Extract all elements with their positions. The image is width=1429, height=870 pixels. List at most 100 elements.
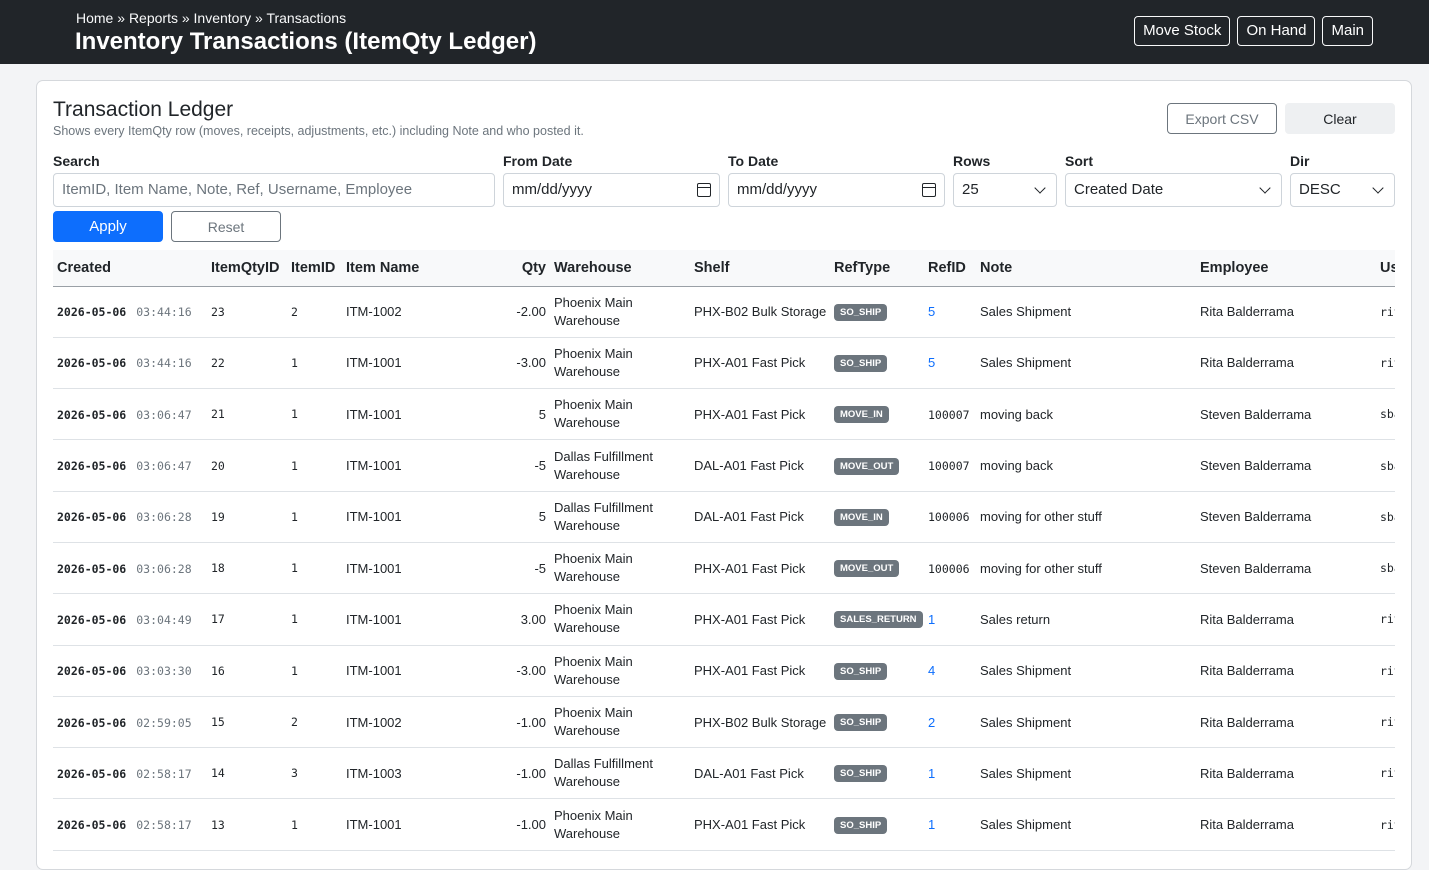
cell-username: ritab [1380, 304, 1395, 319]
cell-qty: 3.00 [520, 611, 546, 627]
table-row[interactable]: 2026-05-06 02:59:05 15 2 ITM-1002 -1.00 Phoeni… [53, 696, 1395, 748]
chevron-down-icon [1372, 182, 1384, 194]
table-row[interactable]: 2026-05-06 03:03:30 16 1 ITM-1001 -3.00 Phoeni… [53, 645, 1395, 697]
table-row[interactable]: 2026-05-06 03:44:16 22 1 ITM-1001 -3.00 Phoeni… [53, 337, 1395, 389]
breadcrumb-separator: » [251, 10, 267, 26]
col-header-refid[interactable]: RefID [924, 250, 976, 287]
breadcrumb-inventory[interactable]: Inventory [193, 10, 252, 26]
cell-employee: Steven Balderrama [1200, 458, 1312, 474]
refid-link[interactable]: 1 [928, 765, 936, 781]
cell-qty: -1.00 [516, 817, 546, 833]
cell-shelf: DAL-A01 Fast Pick [694, 765, 804, 781]
cell-created: 2026-05-06 03:44:16 [53, 337, 207, 388]
cell-refid: 1 [924, 748, 976, 799]
calendar-icon[interactable] [922, 183, 936, 197]
ledger-table-container[interactable]: Created ItemQtyID ItemID Item Name Qty W… [53, 250, 1395, 869]
cell-shelf: PHX-A01 Fast Pick [694, 817, 806, 833]
dir-select[interactable]: DESC [1290, 173, 1395, 207]
table-row[interactable]: 2026-05-06 03:06:28 19 1 ITM-1001 5 Dallas Ful… [53, 491, 1395, 543]
cell-employee: Rita Balderrama [1200, 611, 1294, 627]
table-row[interactable]: 2026-05-06 03:06:47 21 1 ITM-1001 5 Phoenix Ma… [53, 389, 1395, 440]
cell-note: moving back [980, 406, 1053, 422]
cell-refid: 4 [924, 645, 976, 696]
rows-label: Rows [953, 153, 991, 169]
apply-button[interactable]: Apply [53, 211, 163, 242]
table-row[interactable]: 2026-05-06 03:06:47 20 1 ITM-1001 -5 Dallas Fu… [53, 440, 1395, 492]
cell-itemqtyid: 16 [211, 663, 225, 678]
cell-itemid: 1 [291, 458, 298, 473]
col-header-created[interactable]: Created [53, 250, 207, 287]
created-time: 03:06:28 [136, 561, 192, 576]
cell-employee: Rita Balderrama [1200, 304, 1294, 320]
col-header-warehouse[interactable]: Warehouse [550, 250, 690, 287]
calendar-icon[interactable] [697, 183, 711, 197]
col-header-shelf[interactable]: Shelf [690, 250, 830, 287]
table-row[interactable]: 2026-05-06 02:58:17 13 1 ITM-1001 -1.00 Phoeni… [53, 799, 1395, 851]
cell-warehouse: Phoenix Main Warehouse [554, 345, 633, 379]
table-row[interactable]: 2026-05-06 03:06:28 18 1 ITM-1001 -5 Phoenix M… [53, 542, 1395, 594]
cell-warehouse: Dallas Fulfillment Warehouse [554, 756, 653, 790]
breadcrumb-home[interactable]: Home [76, 10, 114, 26]
table-row[interactable]: 2026-05-06 03:44:16 23 2 ITM-1002 -2.00 Phoeni… [53, 286, 1395, 338]
created-date: 2026-05-06 [57, 510, 127, 525]
rows-select[interactable]: 25 [953, 173, 1057, 207]
refid-link[interactable]: 5 [928, 304, 936, 320]
table-row[interactable]: 2026-05-06 02:58:17 14 3 ITM-1003 -1.00 Dallas… [53, 748, 1395, 799]
col-header-username[interactable]: Username [1376, 250, 1395, 287]
col-header-item-name[interactable]: Item Name [342, 250, 492, 287]
export-csv-button[interactable]: Export CSV [1167, 103, 1277, 134]
main-button[interactable]: Main [1322, 16, 1373, 46]
cell-qty: 5 [538, 406, 546, 422]
refid-link[interactable]: 2 [928, 714, 936, 730]
cell-itemqtyid: 14 [211, 766, 225, 781]
cell-itemqtyid: 13 [211, 817, 225, 832]
cell-itemid: 2 [291, 304, 298, 319]
search-input[interactable]: ItemID, Item Name, Note, Ref, Username, … [53, 173, 495, 207]
cell-warehouse: Phoenix Main Warehouse [554, 653, 633, 687]
chevron-down-icon [1259, 182, 1271, 194]
move-stock-button[interactable]: Move Stock [1134, 16, 1231, 46]
reftype-badge: SO_SHIP [834, 714, 888, 732]
from-date-input[interactable]: mm/dd/yyyy [503, 173, 720, 207]
cell-reftype: MOVE_IN [830, 491, 924, 542]
breadcrumb: Home » Reports » Inventory » Transaction… [76, 10, 346, 26]
col-header-itemqtyid[interactable]: ItemQtyID [207, 250, 287, 287]
cell-qty: -3.00 [516, 663, 546, 679]
to-date-input[interactable]: mm/dd/yyyy [728, 173, 945, 207]
created-time: 03:04:49 [136, 612, 192, 627]
reftype-badge: SO_SHIP [834, 765, 888, 783]
refid-link[interactable]: 5 [928, 355, 936, 371]
clear-button[interactable]: Clear [1285, 103, 1395, 134]
col-header-note[interactable]: Note [976, 250, 1196, 287]
refid-link[interactable]: 4 [928, 663, 936, 679]
cell-username: ritab [1380, 663, 1395, 678]
cell-shelf: PHX-A01 Fast Pick [694, 611, 806, 627]
cell-employee: Rita Balderrama [1200, 355, 1294, 371]
cell-reftype: SO_SHIP [830, 645, 924, 696]
col-header-qty[interactable]: Qty [492, 250, 550, 287]
col-header-itemid[interactable]: ItemID [287, 250, 342, 287]
refid-link[interactable]: 1 [928, 611, 936, 627]
created-date: 2026-05-06 [57, 305, 127, 320]
reset-button[interactable]: Reset [171, 211, 281, 242]
cell-qty: 5 [538, 509, 546, 525]
from-date-placeholder: mm/dd/yyyy [512, 181, 593, 198]
breadcrumb-reports[interactable]: Reports [128, 10, 178, 26]
breadcrumb-separator: » [177, 10, 194, 26]
table-row[interactable]: 2026-05-06 03:04:49 17 1 ITM-1001 3.00 Phoenix… [53, 594, 1395, 646]
rows-value: 25 [962, 181, 979, 198]
sort-select[interactable]: Created Date [1065, 173, 1282, 207]
cell-username: ritab [1380, 817, 1395, 832]
cell-employee: Steven Balderrama [1200, 560, 1312, 576]
col-header-reftype[interactable]: RefType [830, 250, 924, 287]
cell-shelf: PHX-A01 Fast Pick [694, 406, 806, 422]
col-header-employee[interactable]: Employee [1196, 250, 1376, 287]
on-hand-button[interactable]: On Hand [1237, 16, 1316, 46]
refid-value: 100007 [928, 407, 970, 422]
refid-link[interactable]: 1 [928, 817, 936, 833]
cell-refid: 100007 [924, 389, 976, 440]
created-date: 2026-05-06 [57, 766, 127, 781]
reftype-badge: SO_SHIP [834, 354, 888, 372]
cell-note: moving back [980, 458, 1053, 474]
created-date: 2026-05-06 [57, 459, 127, 474]
